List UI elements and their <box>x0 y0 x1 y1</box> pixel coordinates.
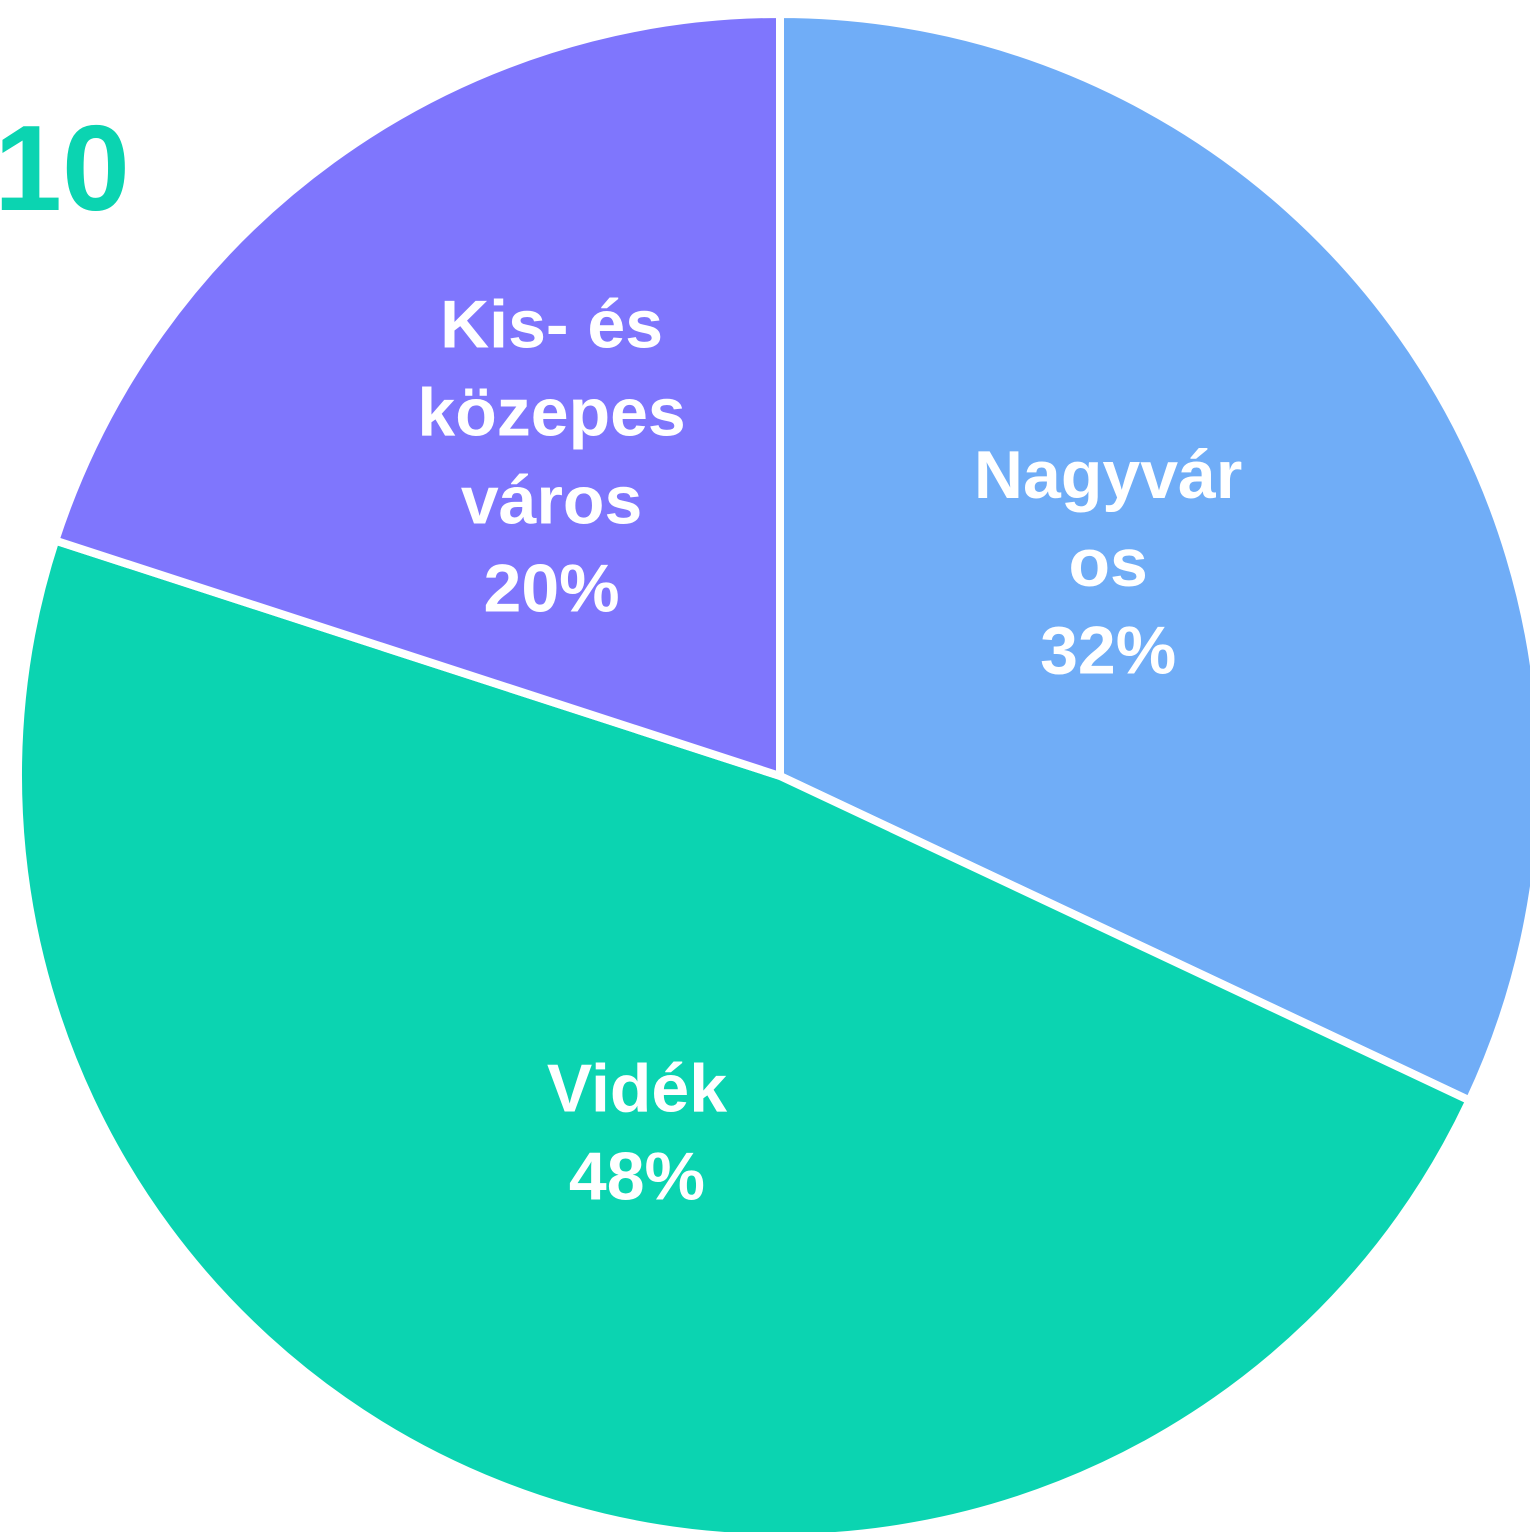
pie-slice <box>51 10 784 780</box>
slice-label: Kis- és közepes város <box>417 287 685 539</box>
slice-label-line: közepes <box>417 375 685 451</box>
value-label: 32% <box>1040 613 1176 689</box>
chart-title: 10 <box>0 100 130 236</box>
slices <box>14 10 1530 1532</box>
slice-label-line: Kis- és <box>440 287 663 363</box>
slice-label-line: Nagyvár <box>974 437 1242 513</box>
pie-slice <box>776 10 1530 1105</box>
pie-slice <box>14 536 1474 1532</box>
slice-label-line: város <box>461 463 642 539</box>
slice-label-line: Vidék <box>547 1050 727 1126</box>
slice-label: Nagyvár os <box>974 437 1242 601</box>
slice-label-line: os <box>1068 525 1147 601</box>
value-label: 48% <box>569 1138 705 1214</box>
slice-label: Vidék <box>547 1050 727 1126</box>
value-label: 20% <box>484 551 620 627</box>
